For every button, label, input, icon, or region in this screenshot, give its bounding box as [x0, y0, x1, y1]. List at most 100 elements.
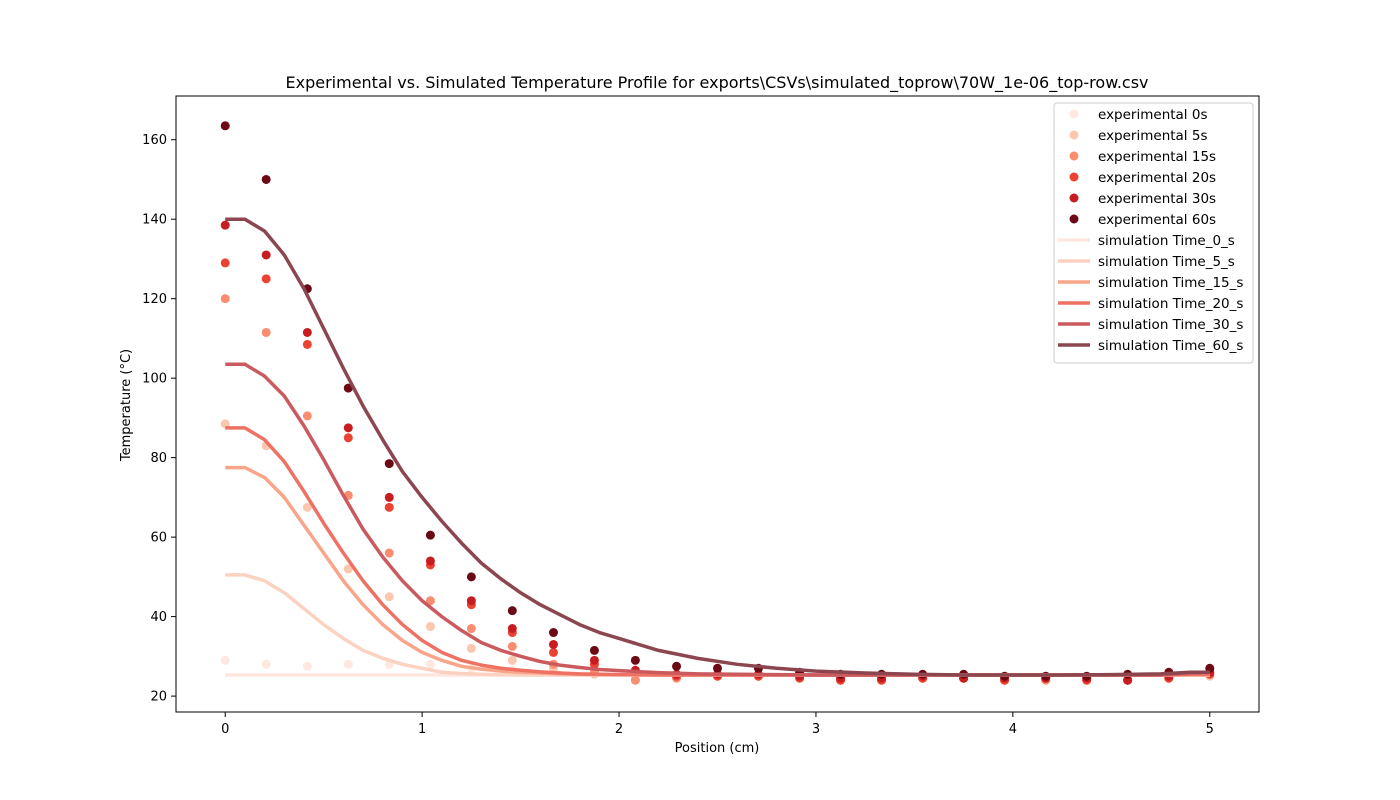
simulation-line-2	[225, 465, 1210, 677]
x-tick-label: 4	[1009, 722, 1017, 737]
experimental-point	[384, 502, 394, 512]
experimental-point	[302, 339, 312, 349]
legend-box	[1053, 102, 1254, 364]
experimental-point	[507, 624, 517, 634]
experimental-point	[302, 502, 312, 512]
legend-marker	[1069, 130, 1079, 140]
legend-item: experimental 20s	[1069, 170, 1216, 186]
experimental-point	[425, 659, 435, 669]
experimental-point	[343, 433, 353, 443]
legend-marker	[1069, 109, 1079, 119]
legend-label: simulation Time_0_s	[1098, 233, 1235, 249]
y-tick-label: 80	[150, 451, 167, 466]
x-tick-label: 2	[615, 722, 623, 737]
y-tick-label: 140	[142, 213, 167, 228]
legend-label: simulation Time_20_s	[1098, 296, 1243, 312]
experimental-point	[507, 641, 517, 651]
experimental-point	[425, 622, 435, 632]
y-tick-label: 120	[142, 292, 167, 307]
legend-item: simulation Time_15_s	[1058, 275, 1243, 291]
legend-item: experimental 0s	[1069, 107, 1207, 123]
axis-ticks: 0 1 2 3 4 5 20 40 60 80 100 120 140 160	[142, 133, 1214, 737]
experimental-point	[507, 606, 517, 616]
experimental-point	[384, 548, 394, 558]
experimental-point	[261, 274, 271, 284]
legend-marker	[1069, 214, 1079, 224]
y-tick-label: 40	[150, 610, 167, 625]
plot-frame	[175, 95, 1260, 713]
experimental-point	[220, 258, 230, 268]
plot-area	[220, 121, 1215, 685]
legend-label: simulation Time_30_s	[1098, 317, 1243, 333]
experimental-point	[384, 592, 394, 602]
legend-item: experimental 30s	[1069, 191, 1216, 207]
experimental-series-1	[220, 419, 1215, 685]
y-tick-label: 160	[142, 133, 167, 148]
experimental-point	[425, 596, 435, 606]
simulation-line-5	[225, 217, 1210, 677]
y-axis-label: Temperature (°C)	[119, 349, 134, 462]
experimental-point	[261, 250, 271, 260]
simulation-line-3	[225, 426, 1210, 677]
chart-title: Experimental vs. Simulated Temperature P…	[286, 73, 1149, 93]
experimental-point	[672, 661, 682, 671]
legend-label: experimental 20s	[1098, 170, 1216, 186]
legend-label: simulation Time_5_s	[1098, 254, 1235, 270]
experimental-point	[220, 655, 230, 665]
experimental-point	[220, 121, 230, 131]
experimental-point	[302, 327, 312, 337]
experimental-point	[343, 564, 353, 574]
experimental-point	[343, 423, 353, 433]
legend-label: experimental 60s	[1098, 212, 1216, 228]
x-tick-label: 0	[221, 722, 229, 737]
legend-label: experimental 30s	[1098, 191, 1216, 207]
experimental-point	[302, 661, 312, 671]
legend: experimental 0s experimental 5s experiment…	[1053, 102, 1254, 364]
legend-marker	[1069, 172, 1079, 182]
experimental-point	[220, 220, 230, 230]
experimental-point	[548, 647, 558, 657]
experimental-point	[343, 659, 353, 669]
experimental-point	[507, 655, 517, 665]
experimental-point	[713, 663, 722, 673]
legend-label: simulation Time_15_s	[1098, 275, 1243, 291]
experimental-point	[261, 327, 271, 337]
experimental-point	[466, 643, 476, 653]
experimental-point	[261, 174, 271, 184]
legend-item: simulation Time_20_s	[1058, 296, 1243, 312]
experimental-point	[589, 655, 599, 665]
x-tick-label: 5	[1206, 722, 1214, 737]
legend-item: simulation Time_30_s	[1058, 317, 1243, 333]
x-axis-label: Position (cm)	[675, 741, 760, 756]
legend-item: experimental 5s	[1069, 128, 1207, 144]
experimental-point	[384, 459, 394, 469]
legend-item: simulation Time_0_s	[1058, 233, 1235, 249]
legend-label: simulation Time_60_s	[1098, 338, 1243, 354]
legend-label: experimental 15s	[1098, 149, 1216, 165]
experimental-point	[384, 492, 394, 502]
legend-label: experimental 0s	[1098, 107, 1207, 123]
legend-item: simulation Time_60_s	[1058, 338, 1243, 354]
experimental-point	[548, 628, 558, 638]
experimental-point	[343, 383, 353, 393]
legend-label: experimental 5s	[1098, 128, 1207, 144]
experimental-point	[425, 556, 435, 566]
experimental-point	[589, 645, 599, 655]
experimental-point	[466, 624, 476, 634]
experimental-point	[466, 572, 476, 582]
experimental-point	[466, 596, 476, 606]
legend-item: experimental 15s	[1069, 149, 1216, 165]
experimental-point	[302, 411, 312, 421]
experimental-point	[630, 655, 640, 665]
legend-marker	[1069, 193, 1079, 203]
x-tick-label: 1	[418, 722, 426, 737]
experimental-point	[548, 639, 558, 649]
legend-marker	[1069, 151, 1079, 161]
experimental-point	[261, 659, 271, 669]
experimental-point	[425, 530, 435, 540]
y-tick-label: 100	[142, 372, 167, 387]
legend-item: experimental 60s	[1069, 212, 1216, 228]
x-tick-label: 3	[812, 722, 820, 737]
experimental-point	[220, 294, 230, 304]
